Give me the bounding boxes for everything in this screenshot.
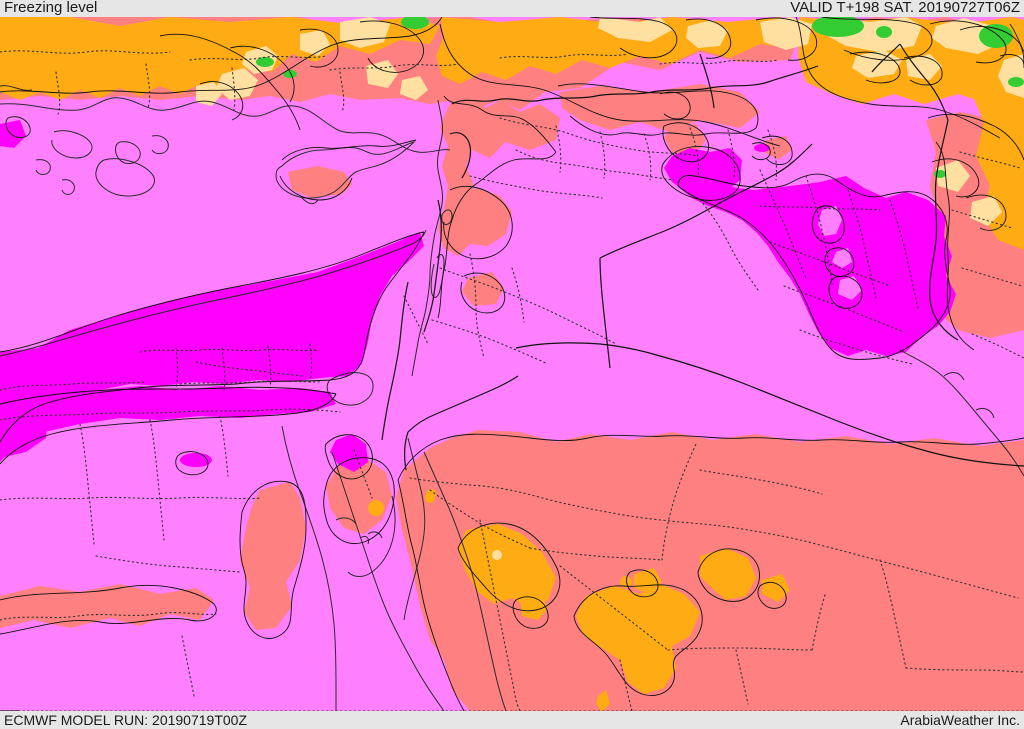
- model-run-label: ECMWF MODEL RUN: 20190719T00Z: [4, 712, 247, 728]
- valid-time-label: VALID T+198 SAT. 20190727T06Z: [790, 0, 1020, 16]
- provider-credit-label: ArabiaWeather Inc.: [900, 712, 1020, 728]
- magenta-band-group: [0, 120, 956, 472]
- page-title: Freezing level: [4, 0, 98, 16]
- contour-lines: [0, 16, 1024, 712]
- province-borders-dotted: [0, 50, 1024, 712]
- header-bar: Freezing level VALID T+198 SAT. 20190727…: [0, 0, 1024, 17]
- footer-bar: ECMWF MODEL RUN: 20190719T00Z ArabiaWeat…: [0, 711, 1024, 729]
- country-borders-solid[interactable]: [0, 43, 1024, 712]
